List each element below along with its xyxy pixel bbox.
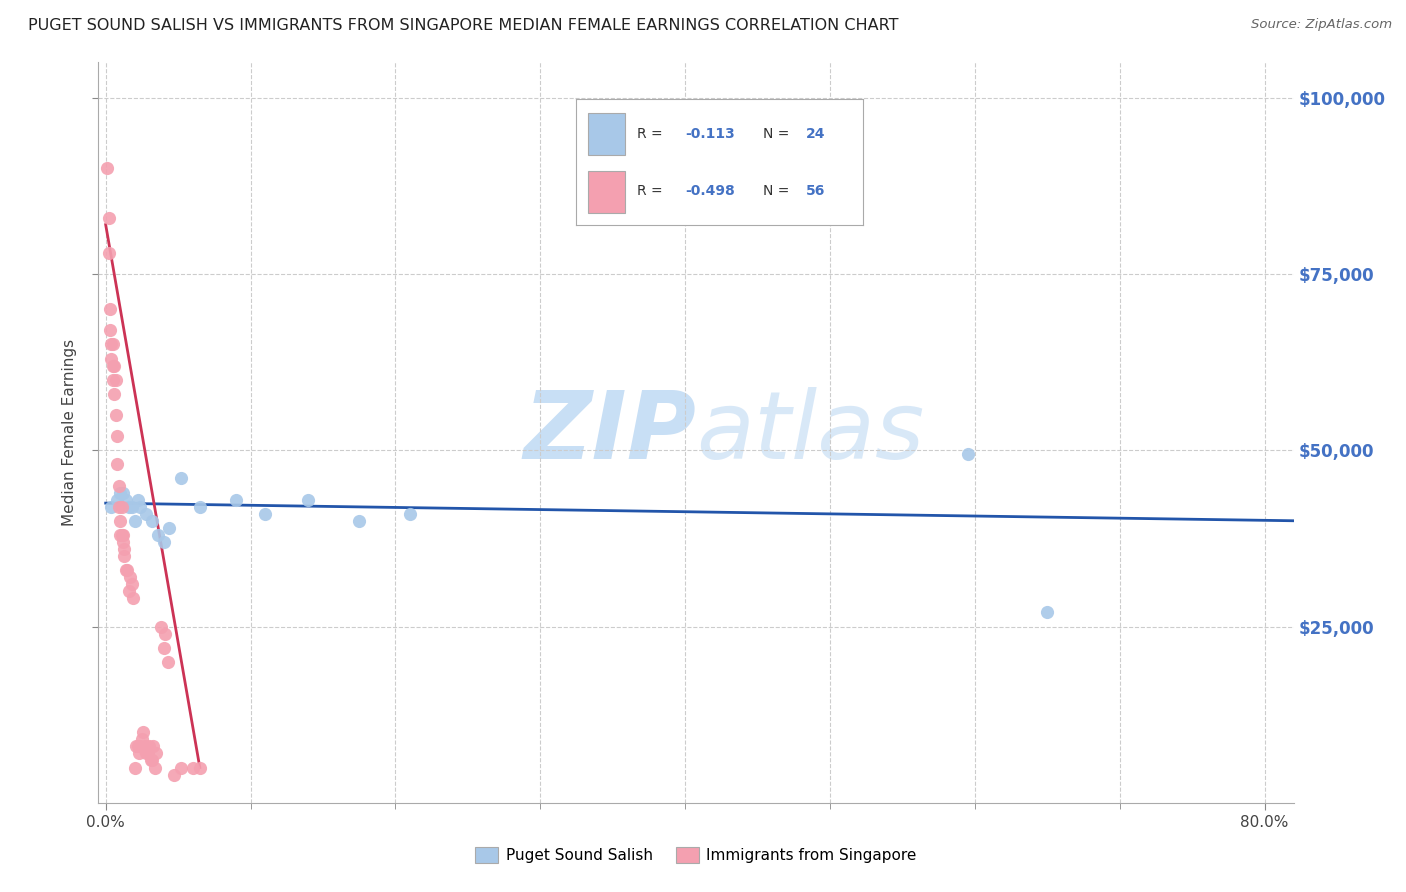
Point xyxy=(134,739,156,754)
Point xyxy=(100,500,122,514)
Point xyxy=(129,739,152,754)
Point xyxy=(96,161,118,176)
Point xyxy=(108,528,131,542)
Point xyxy=(138,739,160,754)
Point xyxy=(110,500,132,514)
Point xyxy=(153,626,176,640)
Point xyxy=(145,747,167,761)
Point xyxy=(103,387,125,401)
Point xyxy=(100,337,122,351)
Point xyxy=(132,725,155,739)
Point xyxy=(98,302,121,317)
Point xyxy=(124,760,146,774)
Point xyxy=(112,485,135,500)
Point xyxy=(188,760,211,774)
Point xyxy=(136,747,159,761)
Point xyxy=(107,478,129,492)
Point xyxy=(108,514,131,528)
Legend: Puget Sound Salish, Immigrants from Singapore: Puget Sound Salish, Immigrants from Sing… xyxy=(470,841,922,869)
Point xyxy=(112,535,135,549)
Point xyxy=(170,471,193,485)
Point xyxy=(105,492,128,507)
Point xyxy=(121,577,143,591)
Point xyxy=(121,500,143,514)
Point xyxy=(143,760,166,774)
Point xyxy=(104,373,127,387)
Point xyxy=(253,507,276,521)
Point xyxy=(129,500,152,514)
Point xyxy=(115,492,138,507)
Point xyxy=(1036,606,1059,620)
Text: ZIP: ZIP xyxy=(523,386,696,479)
Point xyxy=(142,739,165,754)
Point xyxy=(97,211,120,225)
Point xyxy=(110,528,132,542)
Point xyxy=(108,485,131,500)
Point xyxy=(107,500,129,514)
Point xyxy=(118,584,141,599)
Point xyxy=(127,739,149,754)
Point xyxy=(120,570,142,584)
Point xyxy=(146,528,169,542)
Point xyxy=(105,458,128,472)
Y-axis label: Median Female Earnings: Median Female Earnings xyxy=(62,339,77,526)
Point xyxy=(101,337,124,351)
Point xyxy=(152,535,174,549)
Point xyxy=(122,591,145,606)
Point xyxy=(101,359,124,373)
Point xyxy=(127,492,149,507)
Point xyxy=(125,739,148,754)
Point xyxy=(141,754,163,768)
Point xyxy=(112,528,135,542)
Point xyxy=(139,754,162,768)
Point xyxy=(114,549,136,563)
Point xyxy=(117,563,139,577)
Point xyxy=(399,507,422,521)
Point xyxy=(956,447,979,461)
Point xyxy=(97,245,120,260)
Point xyxy=(188,500,211,514)
Point xyxy=(135,507,157,521)
Text: PUGET SOUND SALISH VS IMMIGRANTS FROM SINGAPORE MEDIAN FEMALE EARNINGS CORRELATI: PUGET SOUND SALISH VS IMMIGRANTS FROM SI… xyxy=(28,18,898,33)
Point xyxy=(101,373,124,387)
Point xyxy=(104,408,127,422)
Point xyxy=(297,492,319,507)
Point xyxy=(225,492,247,507)
Point xyxy=(347,514,370,528)
Point xyxy=(131,732,153,747)
Point xyxy=(128,747,150,761)
Point xyxy=(98,323,121,337)
Point xyxy=(163,767,186,781)
Point xyxy=(149,619,172,633)
Text: Source: ZipAtlas.com: Source: ZipAtlas.com xyxy=(1251,18,1392,31)
Point xyxy=(115,563,138,577)
Point xyxy=(105,429,128,443)
Point xyxy=(152,640,174,655)
Point xyxy=(181,760,204,774)
Text: atlas: atlas xyxy=(696,387,924,478)
Point xyxy=(124,514,146,528)
Point xyxy=(118,500,141,514)
Point xyxy=(157,521,180,535)
Point xyxy=(141,514,163,528)
Point xyxy=(170,760,193,774)
Point xyxy=(156,655,179,669)
Point xyxy=(103,359,125,373)
Point xyxy=(100,351,122,366)
Point xyxy=(114,541,136,556)
Point xyxy=(135,747,157,761)
